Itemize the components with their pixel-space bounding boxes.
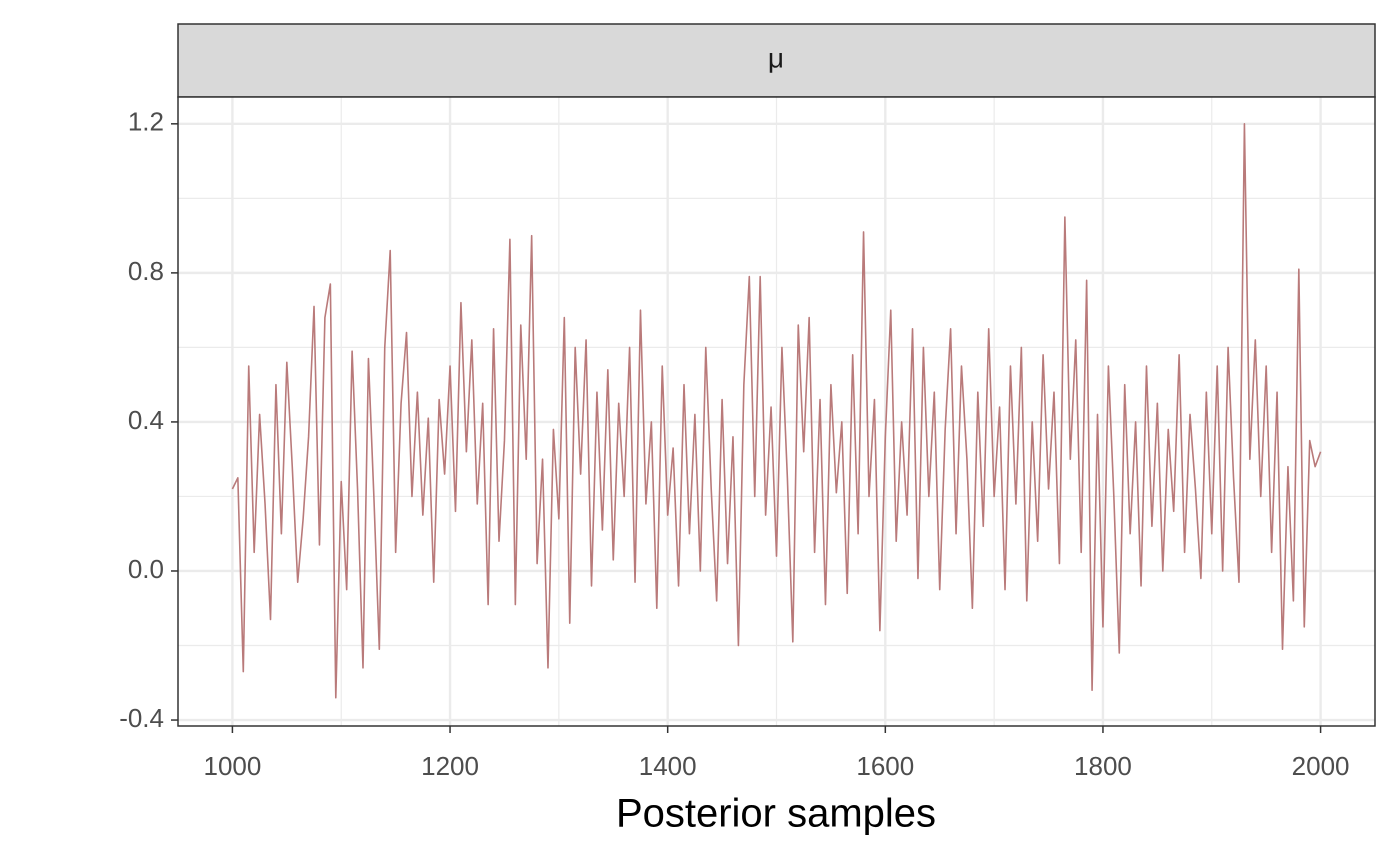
y-tick-label: -0.4 bbox=[119, 703, 164, 733]
y-tick-label: 0.8 bbox=[128, 256, 164, 286]
panel-border bbox=[177, 96, 1376, 727]
x-tick-label: 2000 bbox=[1292, 751, 1350, 781]
x-tick-label: 1200 bbox=[421, 751, 479, 781]
x-tick-label: 1400 bbox=[639, 751, 697, 781]
strip bbox=[177, 23, 1376, 98]
x-tick-label: 1800 bbox=[1074, 751, 1132, 781]
x-axis-label: Posterior samples bbox=[616, 792, 936, 836]
trace-line bbox=[231, 123, 1322, 699]
strip-title: μ bbox=[768, 42, 784, 73]
x-tick-label: 1600 bbox=[856, 751, 914, 781]
y-tick-label: 0.4 bbox=[128, 405, 164, 435]
y-tick-label: 1.2 bbox=[128, 107, 164, 137]
x-tick-label: 1000 bbox=[203, 751, 261, 781]
y-tick-label: 0.0 bbox=[128, 554, 164, 584]
